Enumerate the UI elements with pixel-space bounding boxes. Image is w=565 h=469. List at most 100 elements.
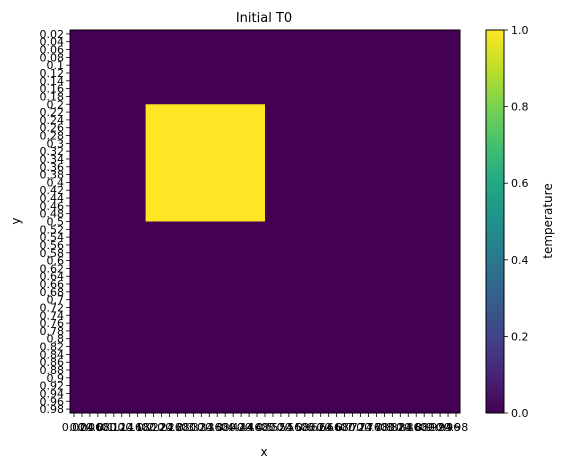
x-tick-label: 0.08 (86, 421, 111, 434)
x-tick-label: 0.72 (340, 421, 365, 434)
x-tick-label: 0.1 (97, 421, 115, 434)
x-tick-label: 0.84 (388, 421, 413, 434)
y-tick-label: 0.48 (40, 208, 65, 221)
x-tick-label: 0.04 (70, 421, 95, 434)
y-tick-label: 0.22 (40, 106, 65, 119)
y-tick-label: 0.86 (40, 356, 65, 369)
y-tick-label: 0.26 (40, 122, 65, 135)
x-tick-label: 0.5 (256, 421, 274, 434)
x-tick-label: 0.54 (269, 421, 294, 434)
x-tick-label: 0.98 (444, 421, 469, 434)
x-tick-label: 0.48 (245, 421, 270, 434)
x-tick-label: 0.74 (348, 421, 373, 434)
y-tick-label: 0.34 (40, 153, 65, 166)
y-tick-label: 0.5 (47, 216, 65, 229)
x-tick-label: 0.2 (137, 421, 155, 434)
x-tick-label: 0.94 (428, 421, 453, 434)
y-tick-label: 0.76 (40, 317, 65, 330)
y-tick-label: 0.1 (47, 59, 65, 72)
x-tick-label: 0.36 (197, 421, 222, 434)
y-tick-label: 0.28 (40, 130, 65, 143)
y-tick-label: 0.68 (40, 286, 65, 299)
y-tick-label: 0.88 (40, 364, 65, 377)
x-tick-label: 0.32 (181, 421, 206, 434)
x-tick-label: 0.26 (157, 421, 182, 434)
y-tick-label: 0.4 (47, 176, 65, 189)
y-tick-label: 0.52 (40, 223, 65, 236)
x-tick-label: 0.52 (261, 421, 286, 434)
y-tick-label: 0.64 (40, 270, 65, 283)
x-tick-label: 0.92 (420, 421, 445, 434)
y-tick-label: 0.54 (40, 231, 65, 244)
colorbar-label: temperature (541, 183, 555, 258)
heatmap-hot-region (145, 104, 265, 222)
x-tick-label: 0.62 (301, 421, 326, 434)
x-tick-label: 0.22 (141, 421, 166, 434)
x-tick-label: 0.34 (189, 421, 214, 434)
y-tick-label: 0.98 (40, 403, 65, 416)
colorbar-ticks: 0.0 0.2 0.4 0.6 0.8 1.0 (504, 24, 529, 420)
colorbar-tick-label: 0.0 (511, 407, 529, 420)
colorbar-tick-label: 1.0 (511, 24, 529, 37)
y-tick-label: 0.62 (40, 262, 65, 275)
y-tick-label: 0.2 (47, 98, 65, 111)
y-tick-label: 0.8 (47, 333, 65, 346)
y-tick-label: 0.74 (40, 309, 65, 322)
y-tick-label: 0.96 (40, 395, 65, 408)
x-tick-label: 0.02 (62, 421, 87, 434)
y-tick-label: 0.12 (40, 67, 65, 80)
x-tick-label: 0.64 (308, 421, 333, 434)
y-tick-label: 0.42 (40, 184, 65, 197)
x-tick-label: 0.16 (117, 421, 142, 434)
x-tick-label: 0.12 (102, 421, 127, 434)
x-tick-label: 0.96 (436, 421, 461, 434)
x-tick-label: 0.06 (78, 421, 103, 434)
colorbar-tick-label: 0.2 (511, 330, 529, 343)
y-tick-label: 0.36 (40, 161, 65, 174)
x-tick-label: 0.66 (316, 421, 341, 434)
y-tick-label: 0.6 (47, 255, 65, 268)
x-tick-label: 0.86 (396, 421, 421, 434)
y-tick-label: 0.32 (40, 145, 65, 158)
y-tick-label: 0.94 (40, 387, 65, 400)
x-tick-label: 0.8 (376, 421, 394, 434)
y-tick-label: 0.84 (40, 348, 65, 361)
x-tick-label: 0.7 (336, 421, 354, 434)
x-axis-ticks: 0.020.040.060.080.10.120.140.160.180.20.… (62, 413, 469, 434)
x-tick-label: 0.14 (109, 421, 134, 434)
y-tick-label: 0.7 (47, 294, 65, 307)
x-tick-label: 0.9 (415, 421, 433, 434)
y-tick-label: 0.38 (40, 169, 65, 182)
x-tick-label: 0.68 (324, 421, 349, 434)
x-axis-label: x (260, 445, 267, 459)
y-tick-label: 0.78 (40, 325, 65, 338)
colorbar-tick-label: 0.8 (511, 101, 529, 114)
y-tick-label: 0.18 (40, 90, 65, 103)
y-tick-label: 0.82 (40, 341, 65, 354)
x-tick-label: 0.6 (296, 421, 314, 434)
x-tick-label: 0.24 (149, 421, 174, 434)
y-axis-ticks: 0.020.040.060.080.10.120.140.160.180.20.… (40, 28, 70, 416)
y-tick-label: 0.46 (40, 200, 65, 213)
y-tick-label: 0.72 (40, 301, 65, 314)
y-tick-label: 0.24 (40, 114, 65, 127)
y-tick-label: 0.56 (40, 239, 65, 252)
x-tick-label: 0.46 (237, 421, 262, 434)
y-tick-label: 0.16 (40, 83, 65, 96)
y-tick-label: 0.14 (40, 75, 65, 88)
colorbar-tick-label: 0.6 (511, 177, 529, 190)
y-tick-label: 0.08 (40, 51, 65, 64)
y-tick-label: 0.44 (40, 192, 65, 205)
y-tick-label: 0.04 (40, 36, 65, 49)
x-tick-label: 0.42 (221, 421, 246, 434)
colorbar-tick-label: 0.4 (511, 254, 529, 267)
y-tick-label: 0.3 (47, 137, 65, 150)
x-tick-label: 0.76 (356, 421, 381, 434)
x-tick-label: 0.58 (285, 421, 310, 434)
x-tick-label: 0.18 (125, 421, 150, 434)
x-tick-label: 0.38 (205, 421, 230, 434)
colorbar: 0.0 0.2 0.4 0.6 0.8 1.0 temperature (485, 24, 555, 420)
y-tick-label: 0.66 (40, 278, 65, 291)
x-tick-label: 0.4 (216, 421, 234, 434)
